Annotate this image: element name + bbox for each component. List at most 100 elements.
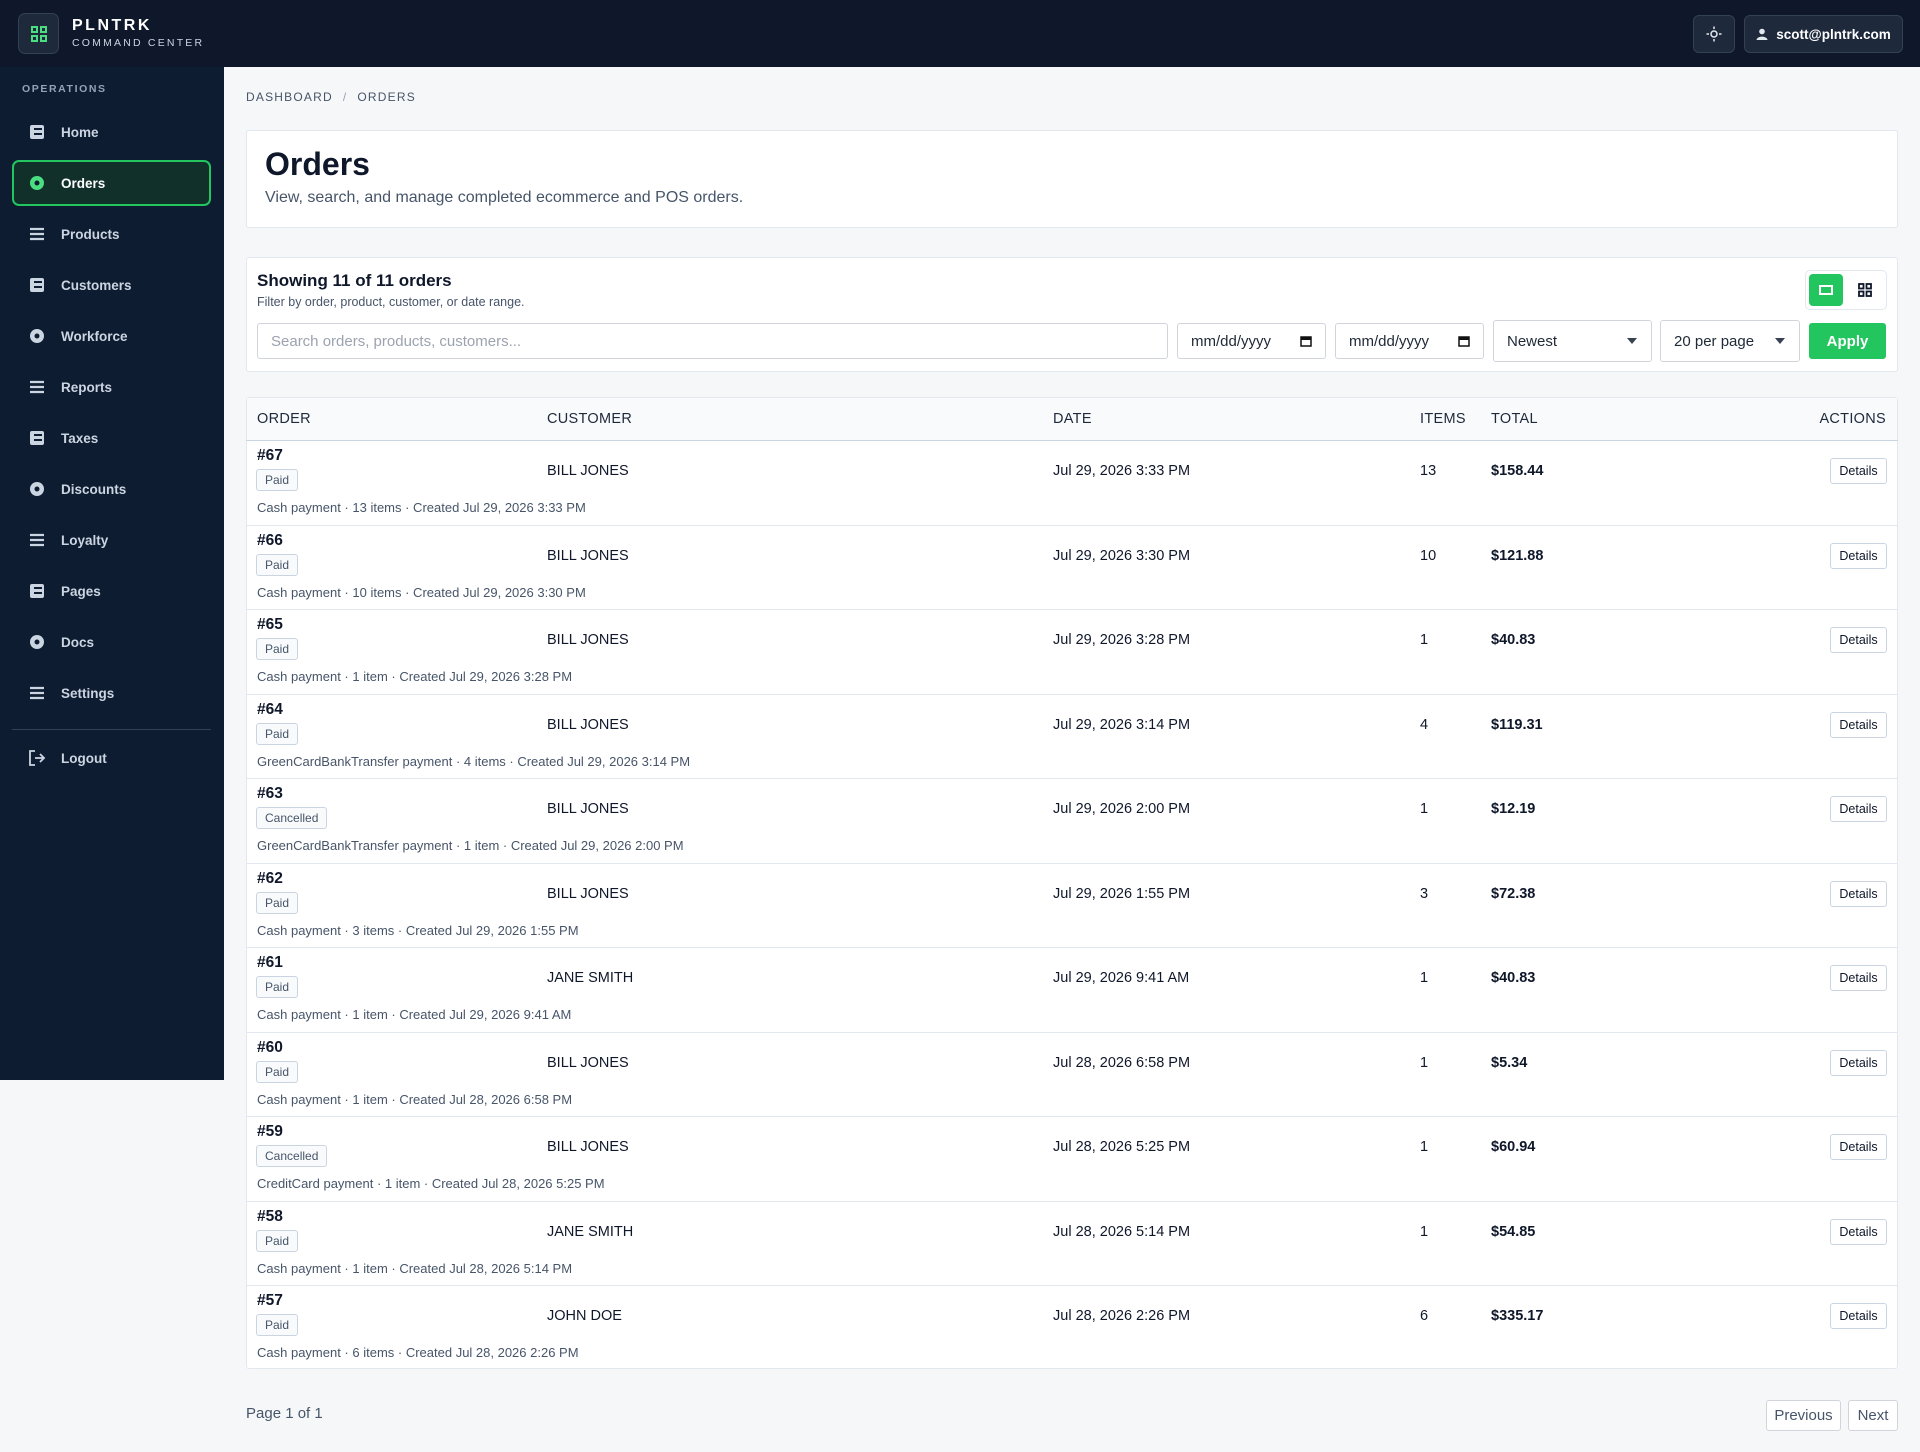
order-total: $158.44 bbox=[1491, 463, 1544, 479]
item-count: 13 bbox=[1420, 463, 1437, 479]
details-button[interactable]: Details bbox=[1830, 711, 1887, 738]
order-meta: GreenCardBankTransfer payment · 1 item ·… bbox=[257, 838, 684, 853]
next-button[interactable]: Next bbox=[1848, 1400, 1898, 1431]
breadcrumb-separator: / bbox=[342, 90, 348, 104]
nav-item[interactable]: Loyalty bbox=[12, 517, 211, 563]
item-count: 1 bbox=[1420, 632, 1429, 648]
search-input[interactable]: Search orders, products, customers... bbox=[257, 323, 1168, 359]
nav-divider bbox=[12, 729, 211, 730]
item-count: 4 bbox=[1420, 716, 1429, 733]
item-count: 1 bbox=[1420, 1223, 1429, 1240]
nav-icon bbox=[30, 686, 44, 700]
date-to-input[interactable]: mm/dd/yyyy bbox=[1335, 323, 1484, 359]
status-badge: Paid bbox=[256, 553, 299, 576]
order-row: #66 Paid Cash payment · 10 items · Created… bbox=[246, 524, 1898, 610]
details-button[interactable]: Details bbox=[1830, 542, 1887, 569]
nav-icon bbox=[30, 584, 44, 598]
order-total: $40.83 bbox=[1491, 970, 1536, 986]
top-bar: PLNTRK COMMAND CENTER scott@plntrk.com bbox=[0, 0, 1920, 67]
order-number[interactable]: #67 bbox=[257, 447, 283, 464]
nav-item[interactable]: Workforce bbox=[12, 313, 211, 359]
order-number[interactable]: #60 bbox=[257, 1038, 283, 1056]
order-date: Jul 29, 2026 3:28 PM bbox=[1053, 632, 1191, 648]
apply-button[interactable]: Apply bbox=[1809, 323, 1886, 359]
order-row: #61 Paid Cash payment · 1 item · Created J… bbox=[246, 947, 1898, 1032]
logo[interactable] bbox=[18, 13, 59, 54]
details-button[interactable]: Details bbox=[1830, 880, 1887, 907]
order-meta: GreenCardBankTransfer payment · 4 items … bbox=[257, 753, 691, 769]
order-number[interactable]: #66 bbox=[257, 531, 283, 549]
order-number[interactable]: #62 bbox=[257, 869, 283, 887]
order-number[interactable]: #57 bbox=[257, 1292, 283, 1309]
status-badge: Paid bbox=[256, 891, 299, 914]
order-meta: Cash payment · 10 items · Created Jul 29… bbox=[257, 584, 586, 600]
nav-section-label: OPERATIONS bbox=[22, 83, 107, 95]
grid-icon bbox=[1858, 283, 1872, 297]
customer-name: BILL JONES bbox=[547, 716, 629, 733]
customer-name: BILL JONES bbox=[547, 632, 629, 648]
nav-item[interactable]: Reports bbox=[12, 364, 211, 410]
order-number[interactable]: #58 bbox=[257, 1207, 283, 1225]
nav-icon bbox=[30, 533, 44, 547]
order-total: $60.94 bbox=[1491, 1139, 1536, 1155]
sun-icon bbox=[1706, 26, 1722, 42]
details-button[interactable]: Details bbox=[1830, 1218, 1887, 1245]
details-button[interactable]: Details bbox=[1830, 965, 1887, 991]
per-page-select[interactable]: 20 per page bbox=[1660, 320, 1800, 362]
nav-item[interactable]: Orders bbox=[12, 160, 211, 206]
nav-item[interactable]: Products bbox=[12, 211, 211, 257]
nav-item[interactable]: Home bbox=[12, 109, 211, 155]
status-badge: Paid bbox=[256, 976, 299, 998]
brand-tagline: COMMAND CENTER bbox=[72, 37, 205, 49]
list-view-button[interactable] bbox=[1809, 274, 1843, 306]
page-header-card bbox=[246, 130, 1898, 228]
status-badge: Paid bbox=[256, 638, 299, 660]
details-button[interactable]: Details bbox=[1830, 1134, 1887, 1160]
nav-item[interactable]: Docs bbox=[12, 619, 211, 665]
item-count: 1 bbox=[1420, 801, 1429, 817]
details-button[interactable]: Details bbox=[1830, 1049, 1887, 1076]
order-number[interactable]: #59 bbox=[257, 1123, 283, 1140]
order-row: #57 Paid Cash payment · 6 items · Created … bbox=[246, 1285, 1898, 1370]
order-total: $40.83 bbox=[1491, 632, 1536, 648]
nav-item[interactable]: Taxes bbox=[12, 415, 211, 461]
details-button[interactable]: Details bbox=[1830, 1303, 1887, 1329]
sort-select[interactable]: Newest bbox=[1493, 320, 1652, 362]
nav-item[interactable]: Discounts bbox=[12, 466, 211, 512]
table-header bbox=[247, 398, 1897, 440]
order-date: Jul 28, 2026 5:25 PM bbox=[1053, 1139, 1191, 1155]
nav-item[interactable]: Settings bbox=[12, 670, 211, 716]
theme-toggle[interactable] bbox=[1693, 15, 1735, 53]
order-number[interactable]: #64 bbox=[257, 700, 283, 718]
logout-link[interactable]: Logout bbox=[12, 735, 211, 781]
previous-label: Previous bbox=[1774, 1407, 1833, 1424]
order-number[interactable]: #63 bbox=[257, 785, 283, 802]
details-button[interactable]: Details bbox=[1830, 796, 1887, 822]
nav-icon bbox=[30, 176, 44, 190]
customer-name: JANE SMITH bbox=[547, 1223, 634, 1240]
nav-icon bbox=[30, 380, 44, 394]
breadcrumb-item[interactable]: DASHBOARD bbox=[246, 90, 333, 104]
calendar-icon bbox=[1458, 336, 1470, 347]
nav-item[interactable]: Pages bbox=[12, 568, 211, 614]
order-number[interactable]: #61 bbox=[257, 954, 283, 971]
status-badge: Cancelled bbox=[256, 807, 328, 829]
details-button[interactable]: Details bbox=[1830, 458, 1887, 484]
user-menu[interactable]: scott@plntrk.com bbox=[1744, 15, 1903, 53]
order-row: #62 Paid Cash payment · 3 items · Created … bbox=[246, 862, 1898, 948]
grid-view-button[interactable] bbox=[1848, 274, 1882, 306]
previous-button[interactable]: Previous bbox=[1766, 1400, 1841, 1431]
order-row: #67 Paid Cash payment · 13 items · Created… bbox=[246, 440, 1898, 525]
calendar-icon bbox=[1300, 336, 1312, 347]
item-count: 6 bbox=[1420, 1308, 1429, 1324]
order-date: Jul 29, 2026 1:55 PM bbox=[1053, 885, 1191, 902]
details-button[interactable]: Details bbox=[1830, 627, 1887, 653]
date-from-input[interactable]: mm/dd/yyyy bbox=[1177, 323, 1326, 359]
order-meta: Cash payment · 1 item · Created Jul 29, … bbox=[257, 669, 573, 684]
nav-item[interactable]: Customers bbox=[12, 262, 211, 308]
nav-icon bbox=[30, 431, 44, 445]
nav-label: Customers bbox=[61, 277, 132, 293]
order-number[interactable]: #65 bbox=[257, 616, 283, 633]
nav-label: Settings bbox=[61, 685, 115, 701]
status-badge: Paid bbox=[256, 469, 299, 491]
